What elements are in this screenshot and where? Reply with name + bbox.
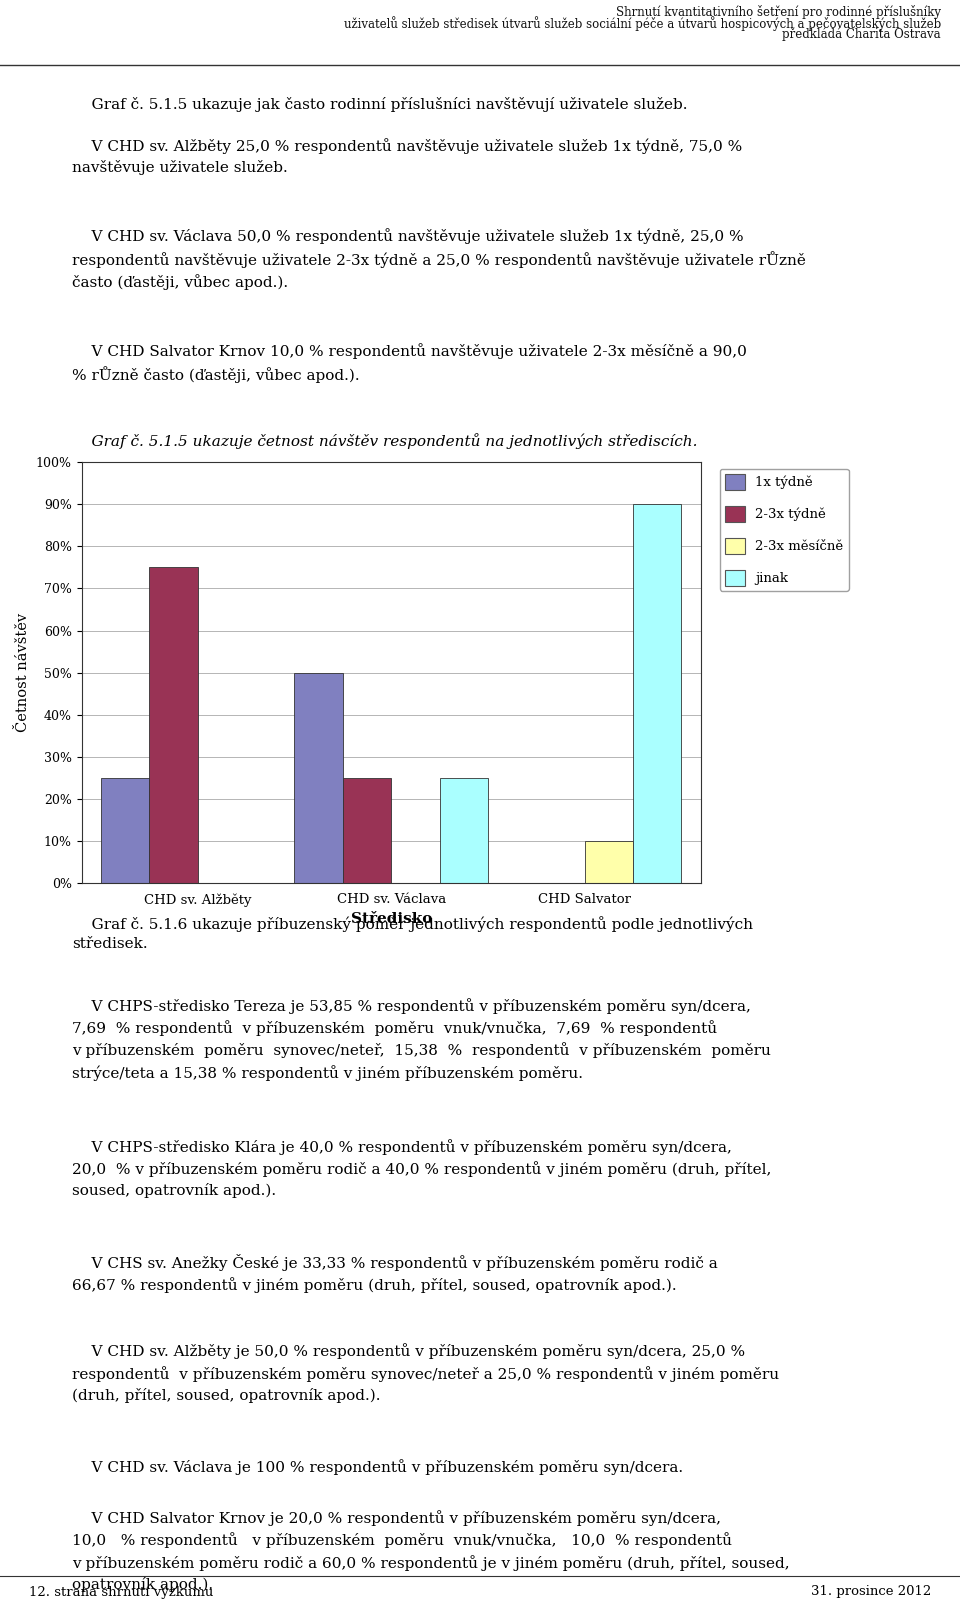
Text: Charita: Charita — [28, 45, 54, 50]
Bar — [150, 567, 198, 883]
Text: ✟: ✟ — [33, 11, 49, 31]
Text: předkládá Charita Ostrava: předkládá Charita Ostrava — [782, 28, 941, 41]
Bar — [633, 504, 682, 883]
Bar — [343, 778, 391, 883]
Bar — [101, 778, 150, 883]
Legend: 1x týdně, 2-3x týdně, 2-3x měsíčně, jinak: 1x týdně, 2-3x týdně, 2-3x měsíčně, jina… — [720, 468, 849, 592]
Text: V ​CHD sv. Alžběty​ 25,0 % respondentů navštěvuje uživatele služeb 1x týdně, 75,: V ​CHD sv. Alžběty​ 25,0 % respondentů n… — [72, 138, 742, 175]
Text: Graf č. 5.1.5 ukazuje jak často rodinní příslušníci navštěvují uživatele služeb.: Graf č. 5.1.5 ukazuje jak často rodinní … — [72, 97, 687, 112]
Text: V CHPS-​středisko Tereza​ je 53,85 % respondentů v příbuzenském poměru syn/dcera: V CHPS-​středisko Tereza​ je 53,85 % res… — [72, 999, 771, 1081]
Text: V ​CHD Salvator Krnov​ je 20,0 % respondentů v příbuzenském poměru syn/dcera,
10: V ​CHD Salvator Krnov​ je 20,0 % respond… — [72, 1511, 790, 1592]
Y-axis label: Četnost návštěv: Četnost návštěv — [16, 613, 31, 733]
Text: V ​CHD Salvator Krnov​ 10,0 % respondentů navštěvuje uživatele 2-3x měsíčně a 90: V ​CHD Salvator Krnov​ 10,0 % respondent… — [72, 344, 747, 383]
Text: Graf č. 5.1.6 ukazuje příbuzenský poměr jednotlivých respondentů podle jednotliv: Graf č. 5.1.6 ukazuje příbuzenský poměr … — [72, 916, 753, 952]
Text: V ​CHD sv. Alžběty​ je 50,0 % respondentů v příbuzenském poměru syn/dcera, 25,0 : V ​CHD sv. Alžběty​ je 50,0 % respondent… — [72, 1344, 780, 1402]
Text: Graf č. 5.1.5 ukazuje četnost návštěv respondentů na jednotlivých střediscích.: Graf č. 5.1.5 ukazuje četnost návštěv re… — [72, 433, 698, 449]
Text: V ​CHS sv. Anežky České​ je 33,33 % respondentů v příbuzenském poměru rodič a
66: V ​CHS sv. Anežky České​ je 33,33 % resp… — [72, 1255, 718, 1294]
Text: V ​CHD sv. Václava​ je 100 % respondentů v příbuzenském poměru syn/dcera.: V ​CHD sv. Václava​ je 100 % respondentů… — [72, 1459, 684, 1475]
Text: 12. strana shrnutí výzkumu: 12. strana shrnutí výzkumu — [29, 1585, 213, 1598]
Text: Shrnutí kvantitativního šetření pro rodinné příslušníky: Shrnutí kvantitativního šetření pro rodi… — [615, 5, 941, 19]
Text: uživatelů služeb středisek útvarů služeb sociální péče a útvarů hospicových a pe: uživatelů služeb středisek útvarů služeb… — [344, 16, 941, 31]
Text: V CHPS-​středisko Klára​ je 40,0 % respondentů v příbuzenském poměru syn/dcera,
: V CHPS-​středisko Klára​ je 40,0 % respo… — [72, 1138, 772, 1198]
Bar — [585, 841, 633, 883]
Text: 31. prosince 2012: 31. prosince 2012 — [811, 1585, 931, 1598]
Bar — [295, 673, 343, 883]
Text: V ​CHD sv. Václava​ 50,0 % respondentů navštěvuje uživatele služeb 1x týdně, 25,: V ​CHD sv. Václava​ 50,0 % respondentů n… — [72, 229, 805, 290]
X-axis label: Středisko: Středisko — [350, 913, 432, 926]
Bar — [440, 778, 488, 883]
